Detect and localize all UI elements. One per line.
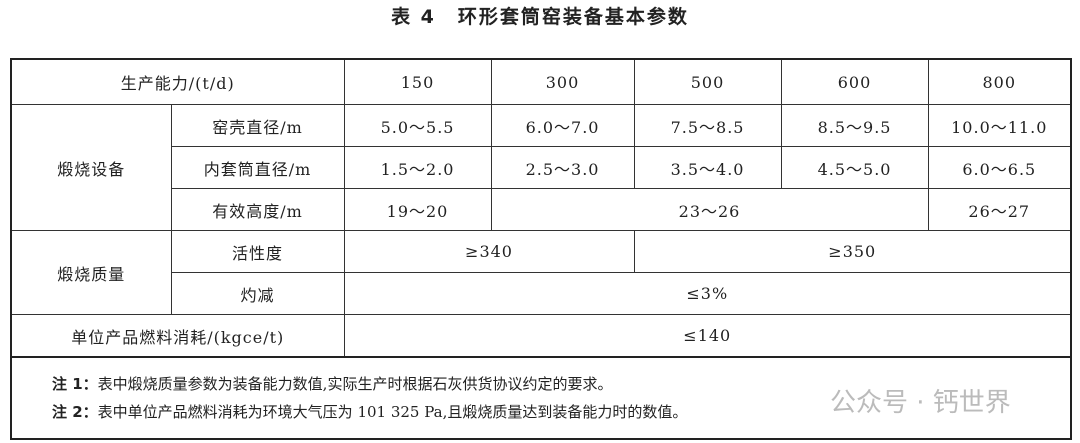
cell: 26～27 (927, 188, 1072, 231)
table-title: 表 4 环形套筒窑装备基本参数 (391, 6, 689, 28)
table-row: 煅烧质量 活性度 ≥340 ≥350 (10, 230, 1072, 315)
notes-row: 注 1：表中煅烧质量参数为装备能力数值,实际生产时根据石灰供货协议约定的要求。 … (10, 356, 1072, 440)
notes: 注 1：表中煅烧质量参数为装备能力数值,实际生产时根据石灰供货协议约定的要求。 … (10, 356, 1072, 440)
capacity-cell: 300 (490, 58, 635, 105)
table-row: 生产能力/(t/d) 150 300 500 600 800 (10, 58, 1072, 105)
table-row: 有效高度/m 19～20 23～26 26～27 (11, 188, 1072, 231)
watermark: 公众号 · 钙世界 (830, 388, 1011, 418)
cell: 19～20 (343, 188, 492, 231)
cell: 4.5～5.0 (780, 146, 929, 189)
cell: ≥340 (343, 230, 635, 273)
note-1: 注 1：表中煅烧质量参数为装备能力数值,实际生产时根据石灰供货协议约定的要求。 (52, 375, 613, 393)
capacity-cell: 500 (633, 58, 782, 105)
capacity-cell: 800 (927, 58, 1072, 105)
cell: 1.5～2.0 (343, 146, 492, 189)
row-label: 单位产品燃料消耗/(kgce/t) (10, 314, 345, 358)
cell: ≤3% (343, 272, 1072, 315)
row-label: 窑壳直径/m (170, 104, 345, 147)
capacity-header: 生产能力/(t/d) (10, 58, 345, 105)
group-label: 煅烧质量 (10, 230, 172, 315)
cell: 23～26 (490, 188, 929, 231)
row-label: 有效高度/m (170, 188, 345, 231)
cell: 2.5～3.0 (490, 146, 635, 189)
capacity-cell: 600 (780, 58, 929, 105)
cell: 10.0～11.0 (927, 104, 1072, 147)
table-row: 煅烧设备 窑壳直径/m 5.0～5.5 6.0～7.0 7.5～8.5 8.5～… (10, 104, 1072, 231)
group-label: 煅烧设备 (10, 104, 172, 231)
table-row: 灼减 ≤3% (11, 272, 1072, 315)
cell: ≥350 (633, 230, 1072, 273)
row-label: 灼减 (170, 272, 345, 315)
cell: 6.0～7.0 (490, 104, 635, 147)
note-2: 注 2：表中单位产品燃料消耗为环境大气压为 101 325 Pa,且煅烧质量达到… (52, 403, 688, 421)
cell: 5.0～5.5 (343, 104, 492, 147)
cell: 8.5～9.5 (780, 104, 929, 147)
parameters-table: 生产能力/(t/d) 150 300 500 600 800 煅烧设备 窑壳直径… (10, 58, 1073, 440)
capacity-cell: 150 (343, 58, 492, 105)
cell: 7.5～8.5 (633, 104, 782, 147)
table-row: 单位产品燃料消耗/(kgce/t) ≤140 (10, 314, 1072, 358)
cell: 6.0～6.5 (927, 146, 1072, 189)
row-label: 活性度 (170, 230, 345, 273)
row-label: 内套筒直径/m (170, 146, 345, 189)
cell: ≤140 (343, 314, 1072, 358)
cell: 3.5～4.0 (633, 146, 782, 189)
table-row: 内套筒直径/m 1.5～2.0 2.5～3.0 3.5～4.0 4.5～5.0 … (11, 146, 1072, 189)
